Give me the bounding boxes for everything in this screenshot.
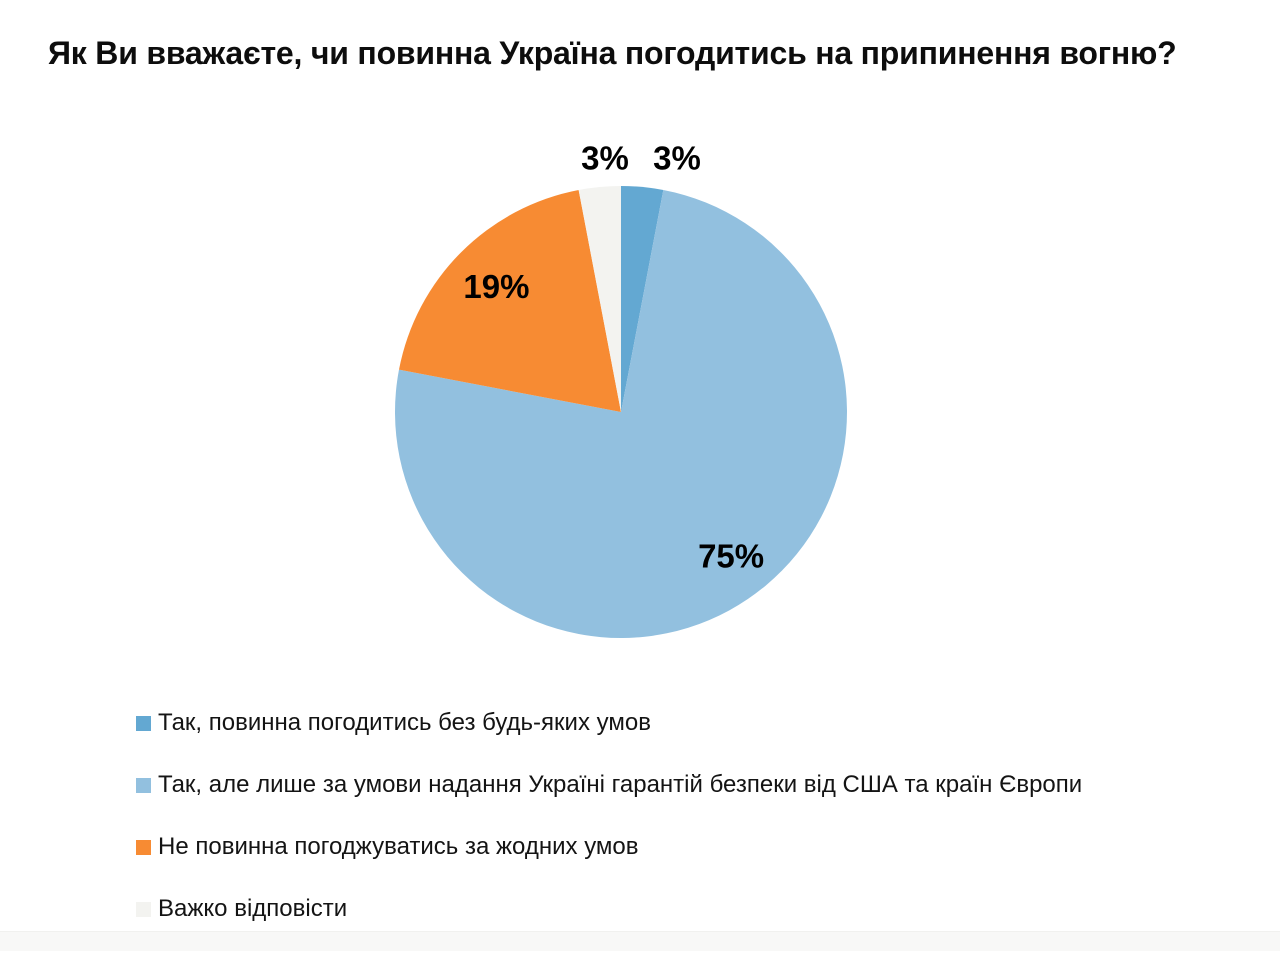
legend-swatch — [136, 839, 151, 855]
legend-swatch — [136, 715, 151, 731]
chart-title: Як Ви вважаєте, чи повинна Україна погод… — [48, 35, 1177, 71]
pie-data-label: 19% — [463, 268, 529, 305]
legend-item: Важко відповісти — [136, 895, 1082, 922]
legend-label: Так, повинна погодитись без будь-яких ум… — [158, 709, 651, 736]
pie-data-label: 3% — [581, 139, 629, 176]
legend-item: Так, але лише за умови надання Україні г… — [136, 771, 1083, 798]
legend-swatch — [136, 901, 151, 917]
pie-data-label: 75% — [698, 537, 764, 574]
pie-slice — [578, 186, 621, 412]
legend-item: Так, повинна погодитись без будь-яких ум… — [136, 709, 1082, 736]
pie-slice — [394, 190, 847, 638]
legend-item: Не повинна погоджуватись за жодних умов — [136, 833, 1082, 860]
legend-label: Так, але лише за умови надання Україні г… — [158, 771, 1083, 798]
legend: Так, повинна погодитись без будь-яких ум… — [136, 709, 1083, 958]
bottom-edge-strip — [0, 931, 1280, 951]
pie-chart: 3% 75% 19% 3% — [394, 139, 847, 638]
pie-slice — [621, 186, 664, 412]
pie-data-label: 3% — [653, 139, 701, 176]
legend-swatch — [136, 777, 151, 793]
legend-label: Не повинна погоджуватись за жодних умов — [158, 833, 639, 860]
pie-slice — [399, 190, 621, 412]
legend-label: Важко відповісти — [158, 895, 348, 922]
